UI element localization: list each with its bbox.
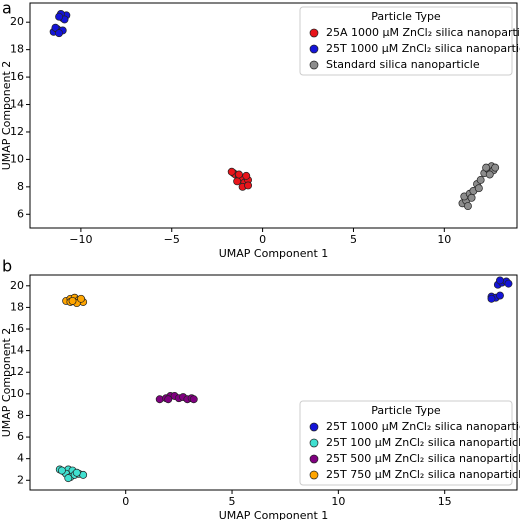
point — [68, 296, 77, 305]
point — [77, 294, 85, 303]
legend-title: Particle Type — [371, 404, 441, 417]
point — [51, 23, 60, 32]
subplot: a −10 −5 0 5 10 6 8 10 12 14 16 18 20 UMAP Component 1… — [0, 0, 520, 260]
y-tick-label: 18 — [10, 300, 24, 313]
x-tick-label: 15 — [438, 495, 452, 508]
point — [227, 167, 236, 176]
legend-marker — [309, 470, 319, 480]
point — [189, 395, 198, 404]
point — [485, 170, 494, 179]
point — [164, 395, 173, 404]
point — [72, 468, 81, 477]
legend: Particle Type 25T 1000 µM ZnCl₂ silica na… — [299, 400, 520, 486]
y-tick-label: 16 — [10, 322, 24, 335]
x-tick-label: 5 — [229, 495, 236, 508]
y-tick-label: 12 — [10, 365, 24, 378]
legend-marker — [309, 438, 319, 448]
y-tick-label: 10 — [10, 152, 24, 165]
point — [491, 163, 500, 172]
point — [155, 395, 164, 404]
point — [242, 171, 251, 180]
point — [496, 291, 504, 300]
legend-marker — [309, 44, 319, 54]
axes-frame — [29, 274, 518, 491]
point — [504, 279, 513, 288]
point — [482, 163, 491, 172]
point — [496, 276, 504, 285]
y-tick-label: 12 — [10, 125, 24, 138]
y-tick-label: 8 — [17, 180, 24, 193]
x-tick-label: 5 — [350, 233, 357, 246]
point — [487, 294, 496, 303]
y-tick-label: 20 — [10, 279, 24, 292]
x-tick-label: −5 — [164, 233, 180, 246]
y-tick-label: 20 — [10, 15, 24, 28]
x-axis-label: UMAP Component 1 — [219, 247, 329, 260]
y-tick-label: 10 — [10, 387, 24, 400]
legend-title: Particle Type — [371, 10, 441, 23]
legend: Particle Type 25A 1000 µM ZnCl₂ silica na… — [299, 6, 520, 76]
y-axis-label: UMAP Component 2 — [0, 61, 13, 171]
x-tick-label: 10 — [437, 233, 451, 246]
point — [233, 177, 242, 186]
axes-frame — [29, 2, 518, 229]
point — [476, 176, 485, 184]
x-axis-label: UMAP Component 1 — [219, 509, 329, 520]
legend-label: 25T 500 µM ZnCl₂ silica nanoparticle — [326, 452, 520, 465]
legend-label: 25T 100 µM ZnCl₂ silica nanoparticle — [326, 436, 520, 449]
point — [474, 184, 483, 193]
y-tick-label: 2 — [17, 473, 24, 486]
y-tick-label: 6 — [17, 430, 24, 443]
panel-label: a — [2, 0, 12, 18]
point — [467, 193, 476, 202]
legend-marker — [309, 454, 319, 464]
legend-label: 25T 750 µM ZnCl₂ silica nanoparticle — [326, 468, 520, 481]
x-tick-label: −10 — [69, 233, 92, 246]
legend-marker — [309, 28, 319, 38]
legend-label: 25T 1000 µM ZnCl₂ silica nanoparticle — [326, 420, 520, 433]
point — [55, 29, 64, 38]
legend-marker — [309, 60, 319, 70]
y-tick-label: 16 — [10, 70, 24, 83]
x-tick-label: 0 — [122, 495, 129, 508]
panel-label: b — [2, 257, 12, 276]
point — [57, 466, 66, 475]
y-axis-label: UMAP Component 2 — [0, 328, 13, 438]
y-tick-label: 14 — [10, 98, 24, 111]
point — [64, 474, 73, 483]
point — [55, 12, 64, 21]
y-tick-label: 6 — [17, 207, 24, 220]
x-tick-label: 10 — [331, 495, 345, 508]
y-tick-label: 14 — [10, 344, 24, 357]
y-tick-label: 8 — [17, 408, 24, 421]
legend-label: Standard silica nanoparticle — [326, 58, 480, 71]
point — [235, 170, 243, 179]
legend-box — [299, 6, 513, 76]
legend-label: 25A 1000 µM ZnCl₂ silica nanoparticle — [326, 26, 520, 39]
x-tick-label: 0 — [259, 233, 266, 246]
point — [463, 202, 472, 210]
y-tick-label: 18 — [10, 43, 24, 56]
subplot: b 0 5 10 15 2 4 6 8 10 12 14 16 18 20 UMAP Component 1 U… — [0, 257, 520, 520]
point — [244, 181, 253, 190]
legend-marker — [309, 422, 319, 432]
legend-box — [299, 400, 513, 486]
legend-label: 25T 1000 µM ZnCl₂ silica nanoparticle — [326, 42, 520, 55]
y-tick-label: 4 — [17, 452, 24, 465]
